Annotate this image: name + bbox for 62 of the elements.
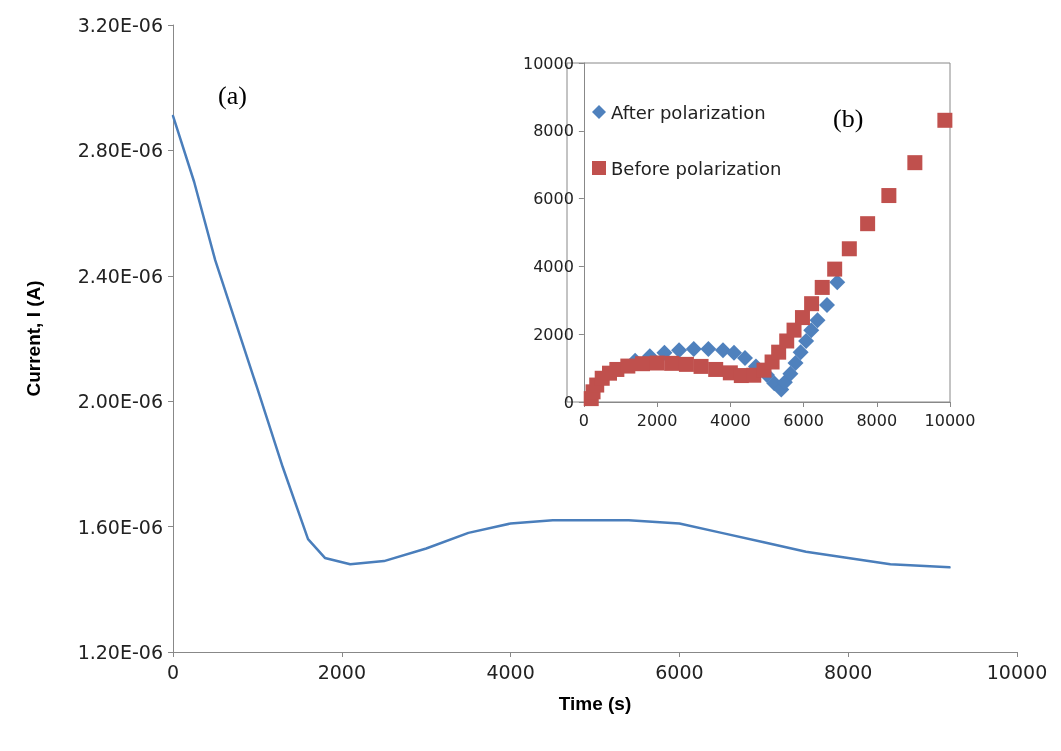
- point: [782, 365, 799, 382]
- y-tick-label: 8000: [533, 121, 574, 141]
- y-tick-label: 1.20E-06: [77, 641, 163, 663]
- x-tick-label: 8000: [824, 660, 873, 683]
- x-tick-label: 4000: [486, 660, 535, 683]
- x-tick-label: 10000: [986, 660, 1048, 683]
- point: [700, 341, 717, 358]
- x-tick-label: 2000: [636, 410, 678, 430]
- point: [664, 355, 680, 371]
- point: [841, 241, 857, 257]
- point: [829, 274, 846, 291]
- legend-label: After polarization: [611, 101, 766, 123]
- point: [814, 279, 830, 295]
- y-tick-label: 3.20E-06: [77, 14, 163, 36]
- y-tick-label: 2.80E-06: [77, 139, 163, 162]
- y-tick-label: 1.60E-06: [77, 515, 163, 538]
- point: [715, 342, 732, 359]
- x-tick-label: 10000: [924, 410, 976, 430]
- point: [726, 344, 742, 361]
- x-axis-title: Time (s): [558, 693, 632, 714]
- annotation: (a): [218, 80, 247, 110]
- y-tick-label: 4000: [533, 256, 574, 276]
- point: [620, 358, 636, 374]
- point: [649, 355, 665, 371]
- x-tick-label: 8000: [856, 410, 898, 430]
- x-tick-label: 6000: [655, 660, 704, 683]
- point: [803, 322, 820, 339]
- y-tick-label: 10000: [522, 53, 574, 73]
- point: [881, 188, 897, 204]
- x-tick-label: 0: [166, 660, 180, 683]
- point: [907, 155, 923, 171]
- annotation: (b): [833, 103, 864, 133]
- point: [794, 310, 810, 326]
- x-tick-label: 6000: [783, 410, 824, 430]
- y-tick-label: 0: [563, 392, 574, 412]
- y-tick-label: 2.00E-06: [77, 390, 163, 413]
- y-tick-label: 6000: [533, 189, 574, 209]
- point: [792, 344, 809, 361]
- point: [786, 322, 802, 338]
- y-tick-label: 2.40E-06: [77, 264, 163, 287]
- point: [771, 344, 787, 360]
- point: [860, 216, 876, 232]
- point: [827, 261, 843, 277]
- y-axis-title: Current, I (A): [23, 280, 44, 397]
- point: [671, 342, 688, 359]
- x-tick-label: 2000: [317, 660, 366, 683]
- point: [634, 356, 650, 372]
- point: [798, 332, 815, 349]
- x-tick-label: 4000: [709, 410, 751, 430]
- y-tick-label: 2000: [533, 324, 574, 344]
- point: [685, 341, 702, 358]
- point: [937, 112, 953, 128]
- point: [708, 361, 724, 377]
- point: [809, 312, 826, 329]
- legend-label: Before polarization: [611, 157, 782, 179]
- x-tick-label: 0: [578, 410, 589, 430]
- point: [693, 358, 709, 374]
- point: [804, 296, 820, 312]
- point: [818, 297, 835, 314]
- point: [787, 355, 804, 372]
- point: [678, 356, 694, 372]
- point: [736, 349, 753, 366]
